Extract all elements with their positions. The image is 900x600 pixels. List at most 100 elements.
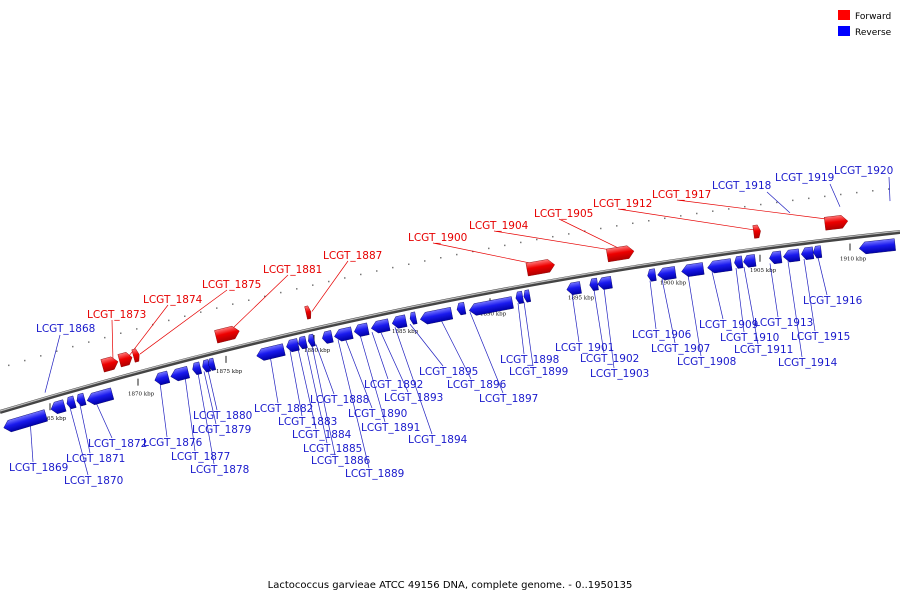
forward-gene-label[interactable]: LCGT_1904: [469, 220, 529, 232]
reverse-gene-label[interactable]: LCGT_1902: [580, 353, 639, 365]
forward-gene-label[interactable]: LCGT_1881: [263, 264, 322, 276]
reverse-gene-label[interactable]: LCGT_1893: [384, 392, 443, 404]
reverse-gene-label[interactable]: LCGT_1879: [192, 424, 251, 436]
reverse-gene[interactable]: [370, 318, 391, 334]
forward-gene[interactable]: [214, 325, 240, 344]
reverse-gene-label[interactable]: LCGT_1916: [803, 295, 863, 307]
reverse-gene[interactable]: [858, 238, 896, 255]
forward-gene-label[interactable]: LCGT_1900: [408, 232, 467, 244]
reverse-gene[interactable]: [86, 387, 115, 407]
reverse-gene-label[interactable]: LCGT_1915: [791, 331, 850, 343]
reverse-gene-label[interactable]: LCGT_1888: [310, 394, 369, 406]
reverse-gene-label[interactable]: LCGT_1920: [834, 165, 893, 177]
reverse-gene-label[interactable]: LCGT_1914: [778, 357, 838, 369]
reverse-gene-label[interactable]: LCGT_1889: [345, 468, 404, 480]
forward-gene-label[interactable]: LCGT_1905: [534, 208, 593, 220]
reverse-gene-label[interactable]: LCGT_1869: [9, 462, 68, 474]
reverse-gene-label[interactable]: LCGT_1919: [775, 172, 834, 184]
reverse-gene-label[interactable]: LCGT_1883: [278, 416, 337, 428]
reverse-gene-label[interactable]: LCGT_1884: [292, 429, 352, 441]
reverse-gene-label[interactable]: LCGT_1877: [171, 451, 230, 463]
reverse-gene[interactable]: [409, 311, 418, 325]
reverse-gene[interactable]: [65, 395, 77, 410]
reverse-gene-label[interactable]: LCGT_1907: [651, 343, 710, 355]
reverse-gene-label[interactable]: LCGT_1880: [193, 410, 252, 422]
reverse-gene-label[interactable]: LCGT_1890: [348, 408, 407, 420]
forward-gene-label[interactable]: LCGT_1912: [593, 198, 652, 210]
reverse-gene-label[interactable]: LCGT_1871: [66, 453, 125, 465]
reverse-gene[interactable]: [589, 277, 599, 291]
reverse-gene[interactable]: [734, 255, 744, 269]
reverse-gene[interactable]: [333, 326, 354, 343]
reverse-gene-label[interactable]: LCGT_1896: [447, 379, 507, 391]
reverse-gene[interactable]: [153, 370, 171, 386]
forward-gene-label[interactable]: LCGT_1887: [323, 250, 382, 262]
reverse-gene[interactable]: [468, 296, 514, 317]
reverse-gene[interactable]: [201, 359, 212, 373]
reverse-gene-label[interactable]: LCGT_1882: [254, 403, 313, 415]
reverse-gene[interactable]: [597, 275, 613, 290]
reverse-gene[interactable]: [657, 266, 677, 281]
reverse-gene[interactable]: [353, 322, 370, 338]
forward-gene[interactable]: [100, 355, 120, 373]
forward-gene[interactable]: [823, 215, 849, 231]
reverse-gene[interactable]: [75, 392, 87, 407]
forward-gene-label[interactable]: LCGT_1917: [652, 189, 711, 201]
reverse-gene[interactable]: [255, 343, 286, 362]
reverse-gene[interactable]: [783, 248, 801, 263]
reverse-gene[interactable]: [169, 366, 190, 382]
reverse-gene-label[interactable]: LCGT_1918: [712, 180, 771, 192]
reverse-gene[interactable]: [207, 357, 217, 371]
reverse-gene[interactable]: [707, 258, 733, 274]
reverse-gene-label[interactable]: LCGT_1878: [190, 464, 249, 476]
reverse-gene[interactable]: [456, 301, 467, 316]
reverse-gene-label[interactable]: LCGT_1891: [361, 422, 420, 434]
reverse-gene[interactable]: [813, 245, 823, 259]
reverse-gene-label[interactable]: LCGT_1897: [479, 393, 538, 405]
reverse-gene[interactable]: [801, 246, 815, 260]
reverse-gene[interactable]: [307, 333, 316, 347]
reverse-gene-label[interactable]: LCGT_1895: [419, 366, 478, 378]
reverse-gene[interactable]: [191, 361, 203, 376]
reverse-gene-label[interactable]: LCGT_1911: [734, 344, 793, 356]
reverse-gene[interactable]: [391, 314, 408, 330]
reverse-gene-label[interactable]: LCGT_1913: [754, 317, 813, 329]
reverse-gene-label[interactable]: LCGT_1898: [500, 354, 559, 366]
reverse-gene-label[interactable]: LCGT_1894: [408, 434, 468, 446]
reverse-gene[interactable]: [566, 281, 582, 296]
forward-gene-label[interactable]: LCGT_1875: [202, 279, 261, 291]
forward-gene-label[interactable]: LCGT_1874: [143, 294, 203, 306]
reverse-gene-label[interactable]: LCGT_1908: [677, 356, 736, 368]
forward-gene[interactable]: [752, 224, 762, 239]
reverse-gene[interactable]: [419, 306, 454, 325]
forward-gene[interactable]: [606, 245, 635, 263]
reverse-gene[interactable]: [285, 338, 300, 353]
reverse-gene-label[interactable]: LCGT_1885: [303, 443, 362, 455]
forward-gene[interactable]: [117, 351, 134, 368]
reverse-gene[interactable]: [2, 409, 48, 434]
reverse-gene[interactable]: [297, 335, 308, 350]
reverse-gene[interactable]: [523, 289, 532, 303]
reverse-gene-label[interactable]: LCGT_1909: [699, 319, 758, 331]
reverse-gene-label[interactable]: LCGT_1870: [64, 475, 123, 487]
reverse-gene-label[interactable]: LCGT_1868: [36, 323, 95, 335]
reverse-gene-label[interactable]: LCGT_1886: [311, 455, 371, 467]
reverse-gene[interactable]: [515, 290, 525, 304]
forward-gene[interactable]: [131, 348, 141, 363]
reverse-gene-label[interactable]: LCGT_1903: [590, 368, 649, 380]
reverse-gene[interactable]: [49, 399, 67, 415]
reverse-gene-label[interactable]: LCGT_1892: [364, 379, 423, 391]
reverse-gene[interactable]: [647, 268, 657, 282]
forward-gene[interactable]: [525, 258, 556, 277]
reverse-gene[interactable]: [743, 254, 757, 268]
reverse-gene[interactable]: [681, 262, 705, 277]
reverse-gene-label[interactable]: LCGT_1910: [720, 332, 779, 344]
reverse-gene-label[interactable]: LCGT_1901: [555, 342, 614, 354]
forward-gene-label[interactable]: LCGT_1873: [87, 309, 146, 321]
reverse-gene-label[interactable]: LCGT_1906: [632, 329, 692, 341]
reverse-gene[interactable]: [769, 250, 783, 265]
reverse-gene-label[interactable]: LCGT_1872: [88, 438, 147, 450]
reverse-gene-label[interactable]: LCGT_1899: [509, 366, 568, 378]
forward-gene[interactable]: [304, 305, 313, 320]
reverse-gene[interactable]: [321, 330, 334, 344]
